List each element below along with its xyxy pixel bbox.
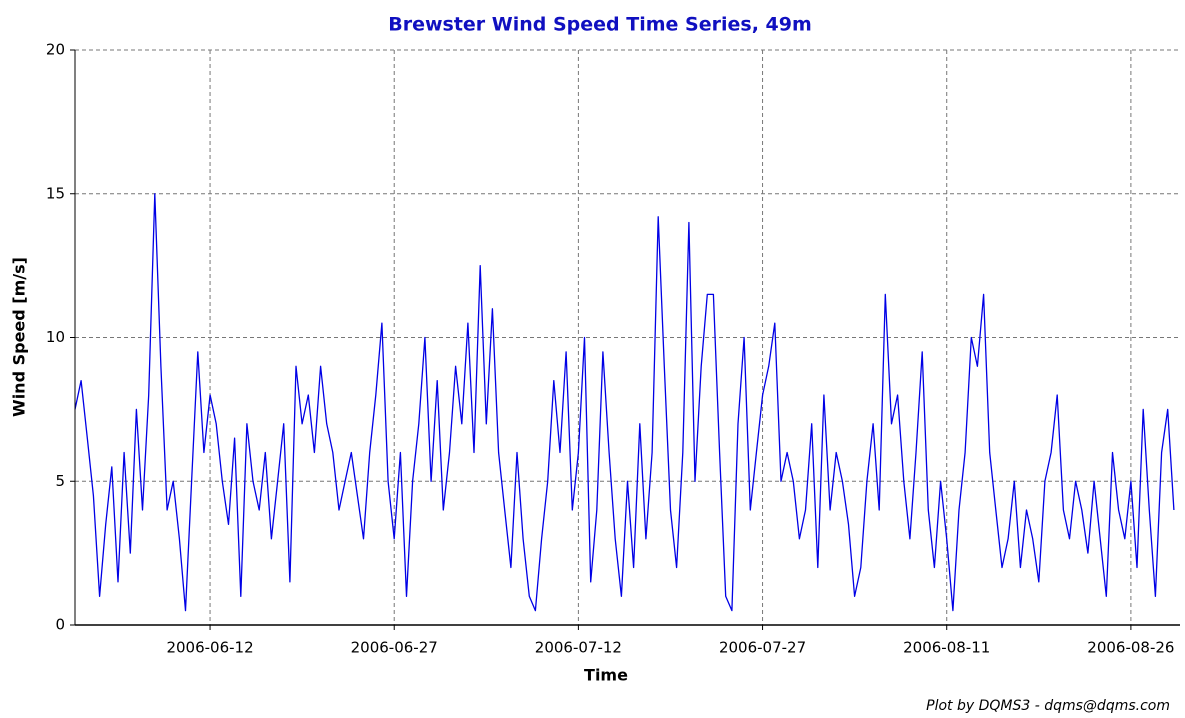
x-tick-label: 2006-06-12 (166, 639, 253, 657)
y-tick-label: 5 (55, 472, 65, 490)
y-tick-label: 0 (55, 616, 65, 634)
x-axis-title: Time (584, 666, 628, 685)
x-tick-label: 2006-07-27 (719, 639, 806, 657)
y-axis-title: Wind Speed [m/s] (10, 257, 29, 417)
series-line (74, 193, 1175, 612)
chart-title: Brewster Wind Speed Time Series, 49m (388, 14, 812, 36)
x-tick-label: 2006-07-12 (535, 639, 622, 657)
x-tick-label: 2006-08-26 (1087, 639, 1174, 657)
x-tick-label: 2006-08-11 (903, 639, 990, 657)
y-tick-label: 15 (46, 184, 65, 202)
x-tick-label: 2006-06-27 (351, 639, 438, 657)
credit: Plot by DQMS3 - dqms@dqms.com (926, 698, 1170, 714)
y-tick-label: 10 (46, 328, 65, 346)
y-tick-label: 20 (46, 41, 65, 59)
